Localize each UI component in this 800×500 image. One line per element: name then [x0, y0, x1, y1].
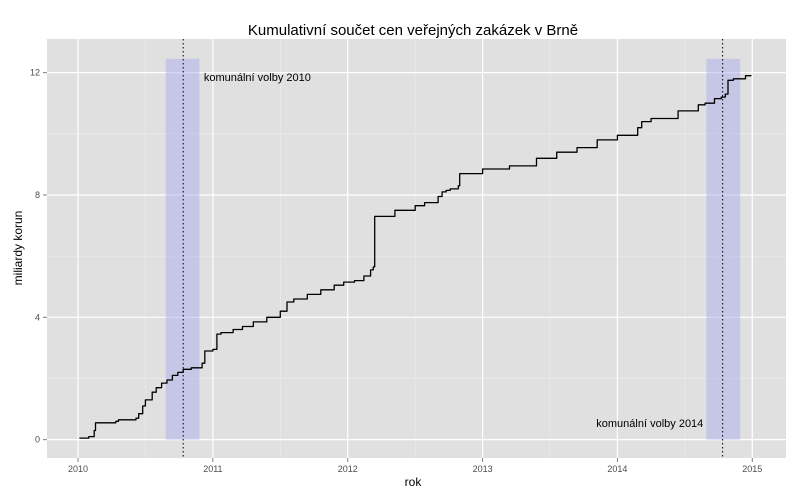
election-annotation: komunální volby 2010: [204, 72, 311, 84]
x-tick-label: 2012: [338, 464, 358, 474]
cumulative-sum-line: [79, 75, 752, 439]
y-axis-label: miliardy korun: [11, 211, 25, 286]
x-tick-label: 2011: [203, 464, 222, 474]
y-tick-label: 0: [35, 435, 40, 445]
grid-layer: [47, 39, 786, 458]
plot-panel: [47, 39, 786, 458]
vline-layer: [182, 39, 724, 458]
chart-title: Kumulativní součet cen veřejných zakázek…: [248, 22, 578, 39]
election-period-band: [165, 58, 200, 440]
x-tick-label: 2010: [68, 464, 88, 474]
y-tick-label: 12: [30, 68, 40, 78]
election-annotation: komunální volby 2014: [596, 418, 703, 430]
x-tick-label: 2014: [607, 464, 627, 474]
election-period-band: [706, 58, 741, 440]
y-tick-label: 4: [35, 312, 40, 322]
x-axis-label: rok: [405, 475, 423, 489]
x-tick-label: 2015: [742, 464, 762, 474]
tick-layer: 2010 2011 2012 2013 2014 2015 0 4 8 12: [30, 68, 762, 474]
shade-layer: [165, 58, 741, 440]
x-tick-label: 2013: [473, 464, 493, 474]
y-tick-label: 8: [35, 190, 40, 200]
annotation-layer: komunální volby 2010 komunální volby 2014: [204, 72, 703, 430]
series-layer: [79, 75, 752, 439]
